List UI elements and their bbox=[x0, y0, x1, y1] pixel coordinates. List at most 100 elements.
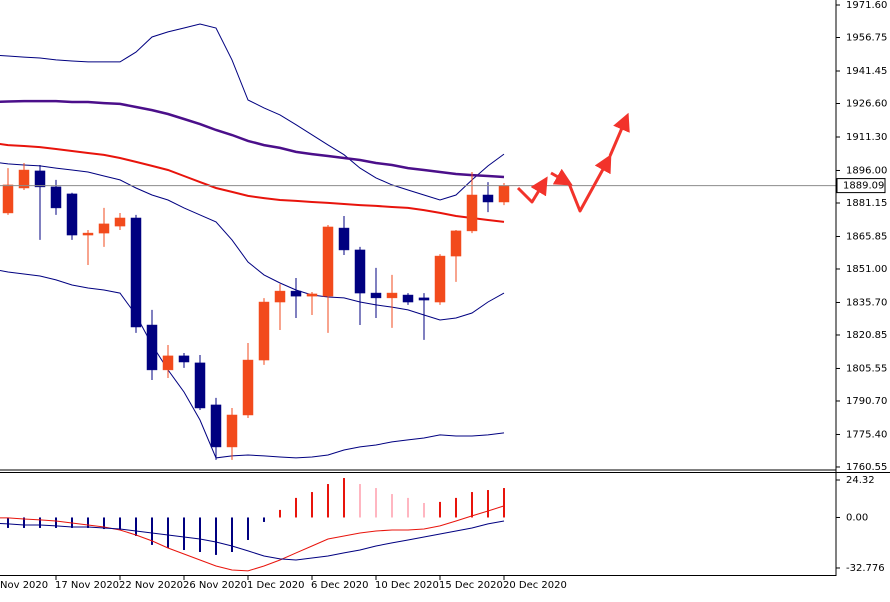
current-price-box bbox=[836, 178, 886, 194]
macd-bar bbox=[391, 494, 393, 518]
projection-arrows bbox=[516, 112, 630, 213]
macd-bar bbox=[455, 497, 457, 518]
macd-bar bbox=[423, 502, 425, 518]
macd-bar bbox=[7, 517, 9, 528]
current-price-label: 1889.09 bbox=[843, 181, 884, 192]
macd-bar bbox=[471, 492, 473, 518]
macd-bar bbox=[151, 517, 153, 545]
macd-bar bbox=[247, 517, 249, 540]
candle-body bbox=[130, 217, 142, 328]
x-tick-label: 10 Dec 2020 bbox=[375, 580, 439, 591]
x-tick-label: 15 Dec 2020 bbox=[439, 580, 503, 591]
y-tick-label: 1805.55 bbox=[846, 363, 887, 374]
price-panel bbox=[0, 23, 836, 460]
y-tick-label: 1896.00 bbox=[846, 165, 887, 176]
x-tick-label: 22 Nov 2020 bbox=[119, 580, 183, 591]
y-tick-label: 1881.15 bbox=[846, 198, 887, 209]
candle-body bbox=[242, 359, 254, 416]
macd-bar bbox=[279, 509, 281, 518]
macd-bar bbox=[199, 517, 201, 552]
macd-bar bbox=[39, 517, 41, 528]
indicator-line bbox=[0, 23, 505, 201]
candle-body bbox=[466, 194, 478, 232]
y-tick-label: 1820.85 bbox=[846, 330, 887, 341]
macd-bar bbox=[439, 501, 441, 518]
macd-bar bbox=[215, 517, 217, 555]
x-tick-label: 1 Dec 2020 bbox=[247, 580, 305, 591]
y-tick-label: 1926.60 bbox=[846, 98, 887, 109]
macd-line bbox=[0, 505, 505, 572]
macd-bar bbox=[407, 497, 409, 518]
y-tick-label: 0.00 bbox=[846, 512, 868, 523]
y-tick-label: -32.776 bbox=[846, 563, 885, 574]
macd-bar bbox=[55, 517, 57, 528]
projection-arrow bbox=[566, 154, 612, 213]
x-tick-label: 20 Dec 2020 bbox=[503, 580, 567, 591]
candle-body bbox=[434, 255, 446, 303]
macd-bar bbox=[327, 484, 329, 518]
y-tick-label: 1775.40 bbox=[846, 429, 887, 440]
macd-line bbox=[0, 520, 505, 561]
y-tick-label: 1760.55 bbox=[846, 462, 887, 473]
candle-body bbox=[178, 355, 190, 363]
candle-body bbox=[338, 227, 350, 251]
y-tick-label: 1941.45 bbox=[846, 66, 887, 77]
macd-bar bbox=[23, 517, 25, 528]
candle-body bbox=[386, 292, 398, 299]
macd-bar bbox=[103, 517, 105, 530]
x-tick-label: 17 Nov 2020 bbox=[55, 580, 119, 591]
y-tick-label: 1851.00 bbox=[846, 264, 887, 275]
candle-body bbox=[370, 292, 382, 299]
candle-body bbox=[274, 290, 286, 303]
macd-bar bbox=[343, 478, 345, 518]
y-tick-label: 1835.70 bbox=[846, 297, 887, 308]
candle-body bbox=[226, 414, 238, 448]
projection-arrow bbox=[608, 112, 630, 157]
macd-bar bbox=[503, 488, 505, 518]
candle-body bbox=[194, 362, 206, 409]
macd-bar bbox=[183, 517, 185, 550]
candle-body bbox=[34, 170, 46, 188]
indicator-line bbox=[0, 99, 505, 179]
candle-body bbox=[2, 184, 14, 214]
y-tick-label: 1911.30 bbox=[846, 132, 887, 143]
indicator-line bbox=[0, 269, 505, 459]
indicator-line bbox=[0, 162, 505, 321]
indicator-line bbox=[0, 142, 505, 223]
macd-panel bbox=[0, 478, 505, 572]
x-tick-label: Nov 2020 bbox=[0, 580, 48, 591]
y-tick-label: 1956.75 bbox=[846, 32, 887, 43]
candle-body bbox=[114, 217, 126, 227]
candle-body bbox=[322, 226, 334, 297]
x-tick-label: 26 Nov 2020 bbox=[183, 580, 247, 591]
macd-bar bbox=[119, 517, 121, 530]
x-tick-label: 6 Dec 2020 bbox=[311, 580, 369, 591]
projection-arrow bbox=[550, 168, 573, 186]
macd-bar bbox=[311, 492, 313, 518]
macd-bar bbox=[295, 497, 297, 518]
candle-body bbox=[354, 249, 366, 294]
candle-body bbox=[306, 293, 318, 297]
macd-bar bbox=[359, 484, 361, 518]
macd-bar bbox=[87, 517, 89, 528]
candle-body bbox=[18, 169, 30, 189]
y-tick-label: 1971.60 bbox=[846, 0, 887, 11]
macd-bar bbox=[167, 517, 169, 548]
y-tick-label: 24.32 bbox=[846, 475, 875, 486]
macd-bar bbox=[135, 517, 137, 536]
candle-body bbox=[258, 301, 270, 361]
candle-body bbox=[162, 355, 174, 371]
y-tick-label: 1790.70 bbox=[846, 396, 887, 407]
macd-bar bbox=[263, 517, 265, 522]
candle-body bbox=[290, 290, 302, 297]
macd-bar bbox=[375, 488, 377, 518]
candle-body bbox=[498, 185, 510, 203]
macd-bar bbox=[487, 490, 489, 518]
candle-body bbox=[210, 404, 222, 448]
candle-body bbox=[82, 232, 94, 236]
y-tick-label: 1865.85 bbox=[846, 231, 887, 242]
candle-body bbox=[450, 230, 462, 257]
candle-body bbox=[146, 324, 158, 371]
